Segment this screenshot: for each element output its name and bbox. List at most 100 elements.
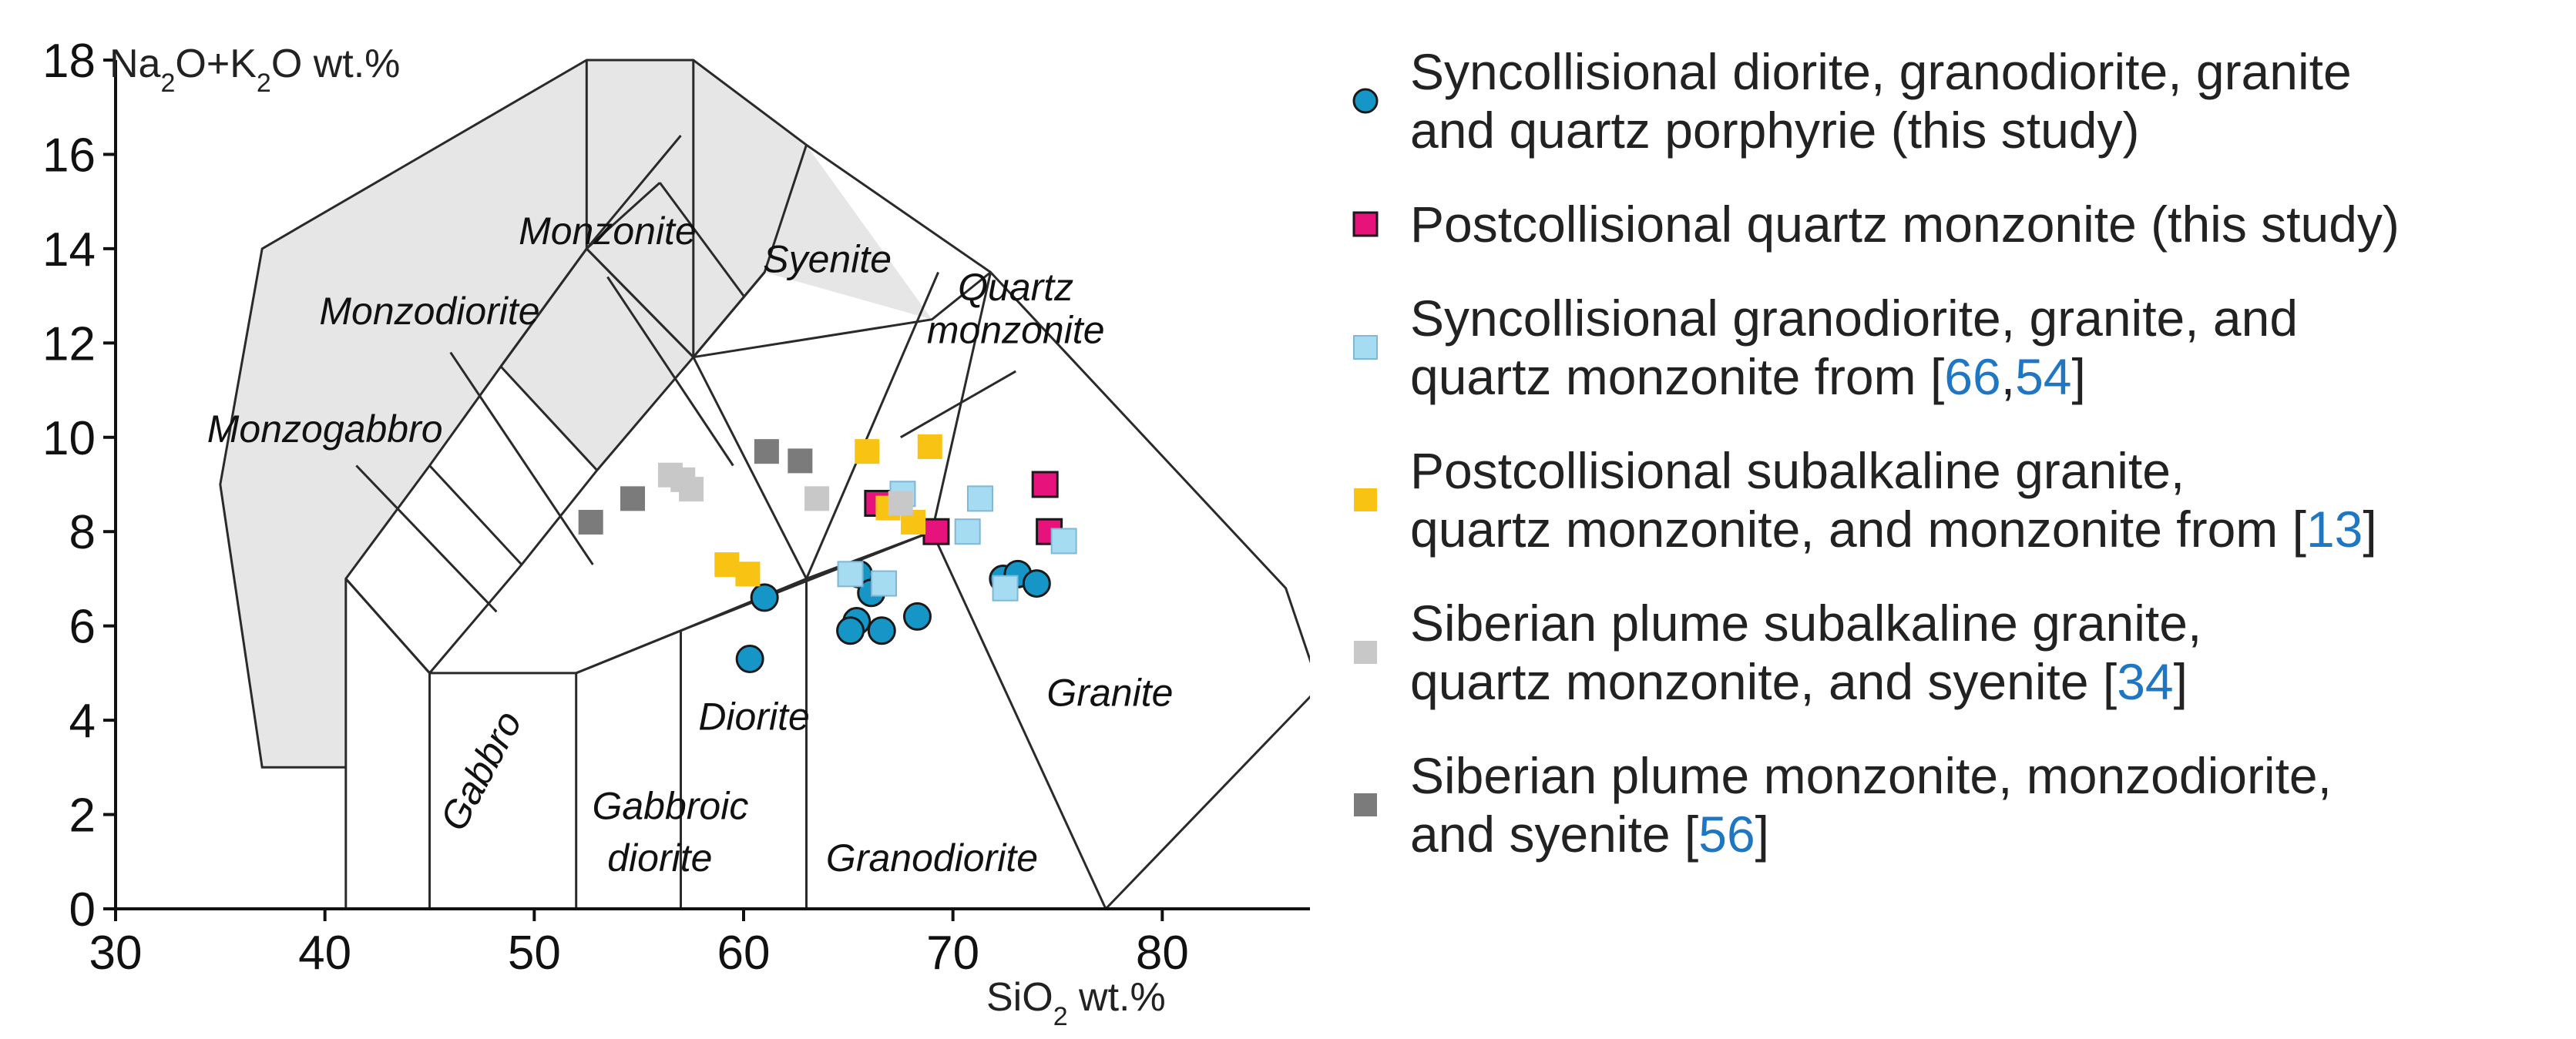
- series-1-point: [1031, 471, 1059, 498]
- legend-text: Syncollisional granodiorite, granite, an…: [1410, 289, 2558, 347]
- y-tick-label: 2: [69, 789, 96, 843]
- series-5-point: [754, 439, 779, 464]
- field-boundary-9: [499, 365, 598, 471]
- legend-text: quartz monzonite, and syenite [34]: [1410, 652, 2558, 711]
- series-0-point: [902, 602, 932, 631]
- x-tick-label: 50: [508, 927, 561, 980]
- series-3-point: [735, 561, 761, 587]
- series-1-point: [922, 518, 950, 545]
- data-points: [578, 434, 1077, 674]
- reference-link[interactable]: 66: [1944, 348, 2001, 405]
- series-4-point: [888, 491, 913, 516]
- legend-text-part: Siberian plume subalkaline granite,: [1410, 595, 2202, 652]
- legend-marker-shape: [1354, 488, 1377, 511]
- legend-marker: [1353, 335, 1378, 360]
- x-axis-label: SiO2 wt.%: [986, 975, 1166, 1031]
- y-tick-label: 0: [69, 883, 96, 937]
- series-5-point: [788, 448, 813, 474]
- field-label: Monzodiorite: [319, 290, 539, 333]
- series-5-point: [578, 509, 603, 535]
- reference-link[interactable]: 54: [2015, 348, 2072, 405]
- series-0-point: [836, 616, 865, 645]
- reference-link[interactable]: 34: [2117, 653, 2174, 710]
- leader-line-2: [355, 464, 498, 613]
- field-boundary-18: [586, 182, 661, 250]
- legend-text: quartz monzonite from [66,54]: [1410, 348, 2086, 405]
- leader-line-0: [606, 276, 734, 467]
- y-tick-label: 18: [42, 35, 96, 88]
- legend-item: Postcollisional quartz monzonite (this s…: [1325, 195, 2558, 253]
- legend-text-part: Postcollisional subalkaline granite,: [1410, 442, 2185, 499]
- legend-marker-shape: [1354, 641, 1377, 664]
- y-tick-label: 14: [42, 223, 96, 277]
- reference-link[interactable]: 13: [2306, 501, 2363, 558]
- legend-marker: [1352, 211, 1379, 237]
- y-tick-label: 16: [42, 129, 96, 182]
- legend-text-part: Postcollisional quartz monzonite (this s…: [1410, 196, 2400, 253]
- legend-text: Postcollisional subalkaline granite,: [1410, 441, 2558, 500]
- gabbro-fill: [429, 672, 576, 909]
- series-0-point: [1022, 569, 1051, 598]
- series-4-point: [679, 477, 704, 502]
- legend-text: and quartz porphyrie (this study): [1410, 101, 2558, 159]
- axes: 30405060708090024681012141618: [42, 35, 1310, 980]
- field-label: Quartz: [958, 266, 1073, 309]
- field-label: Granodiorite: [826, 836, 1038, 880]
- legend-text-part: Syncollisional granodiorite, granite, an…: [1410, 290, 2299, 347]
- legend-text: Siberian plume monzonite, monzodiorite,: [1410, 746, 2558, 805]
- legend-marker: [1354, 488, 1377, 511]
- legend-item: Syncollisional diorite, granodiorite, gr…: [1325, 42, 2558, 159]
- x-tick-label: 80: [1136, 927, 1189, 980]
- series-5-point: [620, 486, 646, 511]
- field-label: Diorite: [698, 695, 809, 738]
- reference-link[interactable]: 56: [1698, 806, 1755, 863]
- series-2-point: [954, 518, 981, 545]
- leader-line-1: [449, 351, 594, 565]
- legend-text-part: quartz monzonite from [: [1410, 348, 1945, 405]
- alkaline-field-shading: [220, 60, 932, 909]
- series-3-point: [917, 434, 942, 460]
- field-boundary-17: [344, 578, 431, 674]
- field-label: monzonite: [927, 308, 1105, 351]
- legend-marker: [1352, 88, 1379, 114]
- field-boundary-5: [931, 531, 1107, 910]
- legend-text: Postcollisional quartz monzonite (this s…: [1410, 195, 2558, 253]
- x-tick-label: 30: [89, 927, 143, 980]
- legend-marker-shape: [1352, 211, 1379, 237]
- legend-marker: [1354, 793, 1377, 816]
- series-3-point: [855, 439, 880, 464]
- legend-text-tail: ]: [2363, 501, 2377, 558]
- field-label: Gabbroic: [592, 785, 748, 828]
- legend-marker-shape: [1352, 88, 1379, 114]
- legend-text: and syenite [56]: [1410, 805, 2558, 863]
- series-2-point: [992, 575, 1019, 602]
- legend-marker-shape: [1353, 335, 1378, 360]
- legend-text-part: quartz monzonite, and monzonite from [: [1410, 501, 2306, 558]
- field-boundary-20: [805, 271, 939, 579]
- legend-text: Siberian plume subalkaline granite,: [1410, 594, 2558, 652]
- legend-text-tail: ]: [1755, 806, 1770, 863]
- y-tick-label: 10: [42, 412, 96, 465]
- series-4-point: [804, 486, 830, 511]
- field-boundary-12: [219, 59, 992, 769]
- legend-text-part: and syenite [: [1410, 806, 1699, 863]
- field-label: diorite: [607, 836, 712, 880]
- field-boundary-19: [659, 182, 745, 297]
- legend-text-part: Syncollisional diorite, granodiorite, gr…: [1410, 43, 2352, 100]
- field-boundary-16: [428, 464, 523, 566]
- x-tick-label: 60: [717, 927, 771, 980]
- field-label: Granite: [1046, 672, 1173, 715]
- x-tick-label: 70: [926, 927, 979, 980]
- legend-marker-shape: [1354, 793, 1377, 816]
- legend-text-tail: ]: [2071, 348, 2086, 405]
- field-boundary-7: [428, 144, 808, 674]
- series-2-point: [1050, 528, 1077, 555]
- series-2-point: [837, 561, 864, 588]
- legend-item: Siberian plume subalkaline granite, quart…: [1325, 594, 2558, 711]
- tas-diagram: 30405060708090024681012141618 MonzoniteM…: [42, 35, 1310, 1031]
- series-0-point: [867, 616, 896, 645]
- series-0-point: [750, 583, 779, 612]
- legend-text-part: quartz monzonite, and syenite [: [1410, 653, 2118, 710]
- y-axis-label: Na2O+K2O wt.%: [109, 42, 400, 98]
- field-label: Monzonite: [519, 209, 697, 253]
